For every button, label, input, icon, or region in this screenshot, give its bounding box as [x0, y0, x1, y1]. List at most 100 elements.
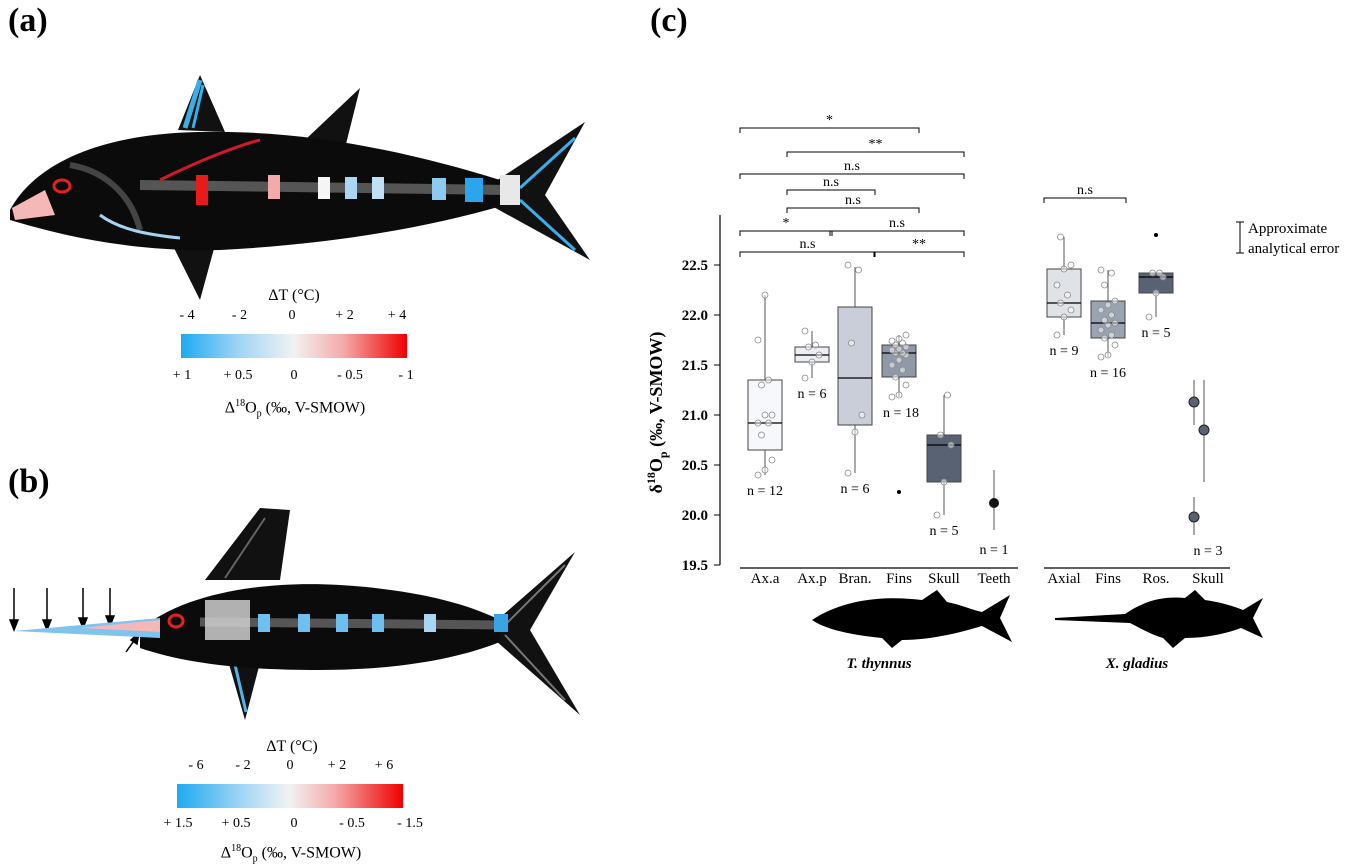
data-point	[851, 428, 859, 436]
significance-label: n.s	[800, 237, 816, 252]
data-point	[1064, 291, 1071, 299]
significance-bracket	[786, 207, 920, 213]
data-point	[1111, 297, 1119, 305]
significance-label: **	[869, 137, 883, 152]
data-point	[1097, 326, 1105, 334]
significance-label: *	[826, 113, 833, 128]
colorbar-a-top-tick-label: + 4	[387, 308, 407, 323]
data-point	[1053, 281, 1061, 289]
colorbar-a	[181, 334, 407, 358]
data-point	[1188, 396, 1200, 408]
data-point	[1053, 331, 1061, 339]
colorbar-b-top-tick-label: - 2	[235, 758, 251, 773]
x-tick-label: Fins	[1095, 571, 1121, 587]
data-point	[888, 346, 896, 354]
error-legend-label: Approximate	[1248, 221, 1327, 237]
data-point	[1152, 289, 1160, 297]
y-axis-label: δ18Op (‰, V-SMOW)	[644, 332, 670, 494]
data-point	[940, 478, 948, 486]
colorbar-a-bottom-tick-label: + 0.5	[223, 368, 253, 383]
data-point	[768, 456, 776, 464]
box	[1046, 268, 1082, 318]
x-tick-label: Ros.	[1142, 571, 1169, 587]
species-label: X. gladius	[1105, 656, 1169, 672]
data-point	[754, 336, 762, 344]
data-point	[1108, 269, 1115, 277]
x-tick-label: Bran.	[839, 571, 872, 587]
data-point	[1101, 281, 1108, 289]
colorbar-a-bottom-tick-label: + 1	[172, 368, 192, 383]
data-point	[765, 419, 772, 427]
x-tick-label: Ax.p	[797, 571, 827, 587]
significance-bracket	[739, 173, 965, 179]
n-label: n = 6	[798, 387, 827, 402]
data-point	[768, 411, 776, 419]
colorbar-b-top-tick-label: + 6	[374, 758, 394, 773]
x-tick-label: Skull	[928, 571, 960, 587]
data-point	[888, 361, 896, 369]
x-tick-label: Teeth	[977, 571, 1011, 587]
colorbar-b-bottom-tick-label: + 0.5	[221, 816, 251, 831]
y-tick-label: 21.0	[682, 408, 708, 424]
data-point	[1108, 311, 1115, 319]
colorbar-a-top-tick-label: 0	[288, 308, 296, 323]
colorbar-b-bottom-tick-label: 0	[290, 816, 298, 831]
n-label: n = 6	[841, 482, 870, 497]
data-point	[801, 327, 809, 335]
data-point	[1060, 313, 1068, 321]
colorbar-b-top-tick-label: 0	[286, 758, 294, 773]
data-point	[758, 431, 765, 439]
data-point	[1188, 511, 1200, 523]
significance-bracket	[786, 151, 965, 157]
box	[926, 434, 962, 483]
y-tick-label: 19.5	[682, 558, 708, 574]
data-point	[1101, 334, 1108, 342]
data-point	[855, 266, 862, 274]
data-point	[754, 471, 762, 479]
data-point	[899, 366, 906, 374]
significance-bracket	[829, 230, 965, 236]
data-point	[1097, 353, 1105, 361]
significance-label: n.s	[1077, 183, 1093, 198]
colorbar-b-bottom-title: Δ18Op (‰, V-SMOW)	[220, 843, 362, 865]
n-label: n = 5	[930, 524, 959, 539]
significance-bracket	[1043, 197, 1127, 203]
n-label: n = 12	[747, 484, 783, 499]
data-point	[895, 391, 903, 399]
data-point	[761, 466, 769, 474]
data-point	[989, 498, 999, 508]
x-tick-label: Axial	[1047, 571, 1080, 587]
x-tick-label: Ax.a	[751, 571, 780, 587]
data-point	[1097, 306, 1105, 314]
data-point	[895, 335, 903, 343]
data-point	[937, 431, 944, 439]
colorbar-b-top-title: ΔT (°C)	[266, 738, 318, 755]
data-point	[1198, 424, 1210, 436]
colorbar-a-bottom-tick-label: - 1	[398, 368, 414, 383]
data-point	[1101, 316, 1108, 324]
colorbar-a-bottom-tick-label: 0	[290, 368, 298, 383]
colorbar-a-top-tick-label: + 2	[335, 308, 354, 323]
data-point	[858, 411, 866, 419]
x-tick-label: Skull	[1192, 571, 1224, 587]
significance-label: **	[912, 237, 926, 252]
data-point	[758, 381, 765, 389]
x-tick-label: Fins	[886, 571, 912, 587]
data-point	[765, 376, 772, 384]
colorbar-b	[177, 784, 403, 808]
significance-bracket	[739, 230, 833, 236]
data-point	[815, 351, 823, 359]
data-point	[1104, 351, 1112, 359]
colorbar-b-top-tick-label: - 6	[188, 758, 204, 773]
y-tick-label: 21.5	[682, 358, 708, 374]
data-point	[944, 391, 951, 399]
tuna-silhouette	[812, 590, 1012, 648]
colorbar-a-top-tick-label: - 4	[179, 308, 195, 323]
outlier-point	[1154, 233, 1158, 237]
panel-label-a: (a)	[8, 2, 48, 39]
y-tick-label: 22.0	[682, 308, 708, 324]
y-tick-label: 20.0	[682, 508, 708, 524]
data-point	[808, 358, 816, 366]
data-point	[1067, 261, 1075, 269]
data-point	[1156, 269, 1163, 277]
